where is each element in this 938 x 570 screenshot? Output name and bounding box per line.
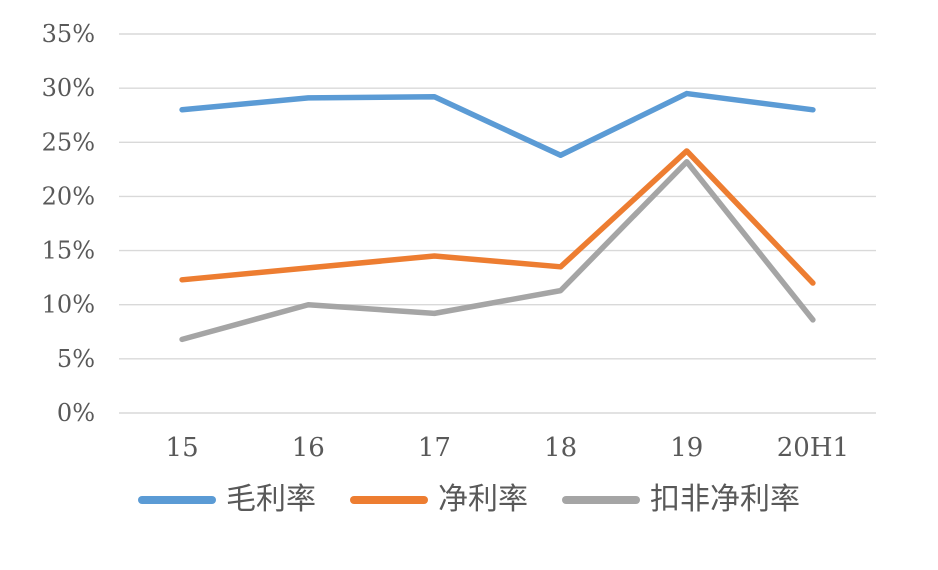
x-axis-tick-label: 19 xyxy=(670,433,703,463)
x-axis-tick-label: 16 xyxy=(292,433,325,463)
legend-item-gross-margin: 毛利率 xyxy=(138,482,316,518)
legend-item-non-gaap-net-margin: 扣非净利率 xyxy=(562,482,800,518)
legend-line-swatch-net-margin xyxy=(350,496,428,504)
chart-legend: 毛利率 净利率 扣非净利率 xyxy=(0,482,938,518)
y-axis-tick-label: 10% xyxy=(42,291,95,319)
x-axis-tick-label: 15 xyxy=(166,433,199,463)
y-axis-tick-label: 5% xyxy=(57,345,95,373)
y-axis-tick-label: 25% xyxy=(42,128,95,156)
x-axis-tick-label: 17 xyxy=(418,433,451,463)
y-axis-tick-label: 30% xyxy=(42,74,95,102)
line-chart: 0% 5% 10% 15% 20% 25% 30% 35% 15 16 17 18 19 20H1 xyxy=(42,20,876,463)
series-line-gross-margin xyxy=(179,90,816,159)
series-line-net-margin xyxy=(179,148,816,286)
legend-label-gross-margin: 毛利率 xyxy=(226,482,316,517)
x-axis-tick-label: 18 xyxy=(544,433,577,463)
series-line-non-gaap-net-margin xyxy=(179,159,816,343)
legend-label-non-gaap-net-margin: 扣非净利率 xyxy=(650,482,800,517)
y-axis-tick-label: 15% xyxy=(42,237,95,265)
y-axis-tick-label: 20% xyxy=(42,182,95,210)
legend-item-net-margin: 净利率 xyxy=(350,482,528,518)
legend-line-swatch-gross-margin xyxy=(138,496,216,504)
x-axis-tick-label: 20H1 xyxy=(777,433,849,463)
y-axis-tick-label: 0% xyxy=(57,399,95,427)
legend-line-swatch-non-gaap-net-margin xyxy=(562,496,640,504)
y-axis-tick-label: 35% xyxy=(42,20,95,48)
legend-label-net-margin: 净利率 xyxy=(438,482,528,517)
